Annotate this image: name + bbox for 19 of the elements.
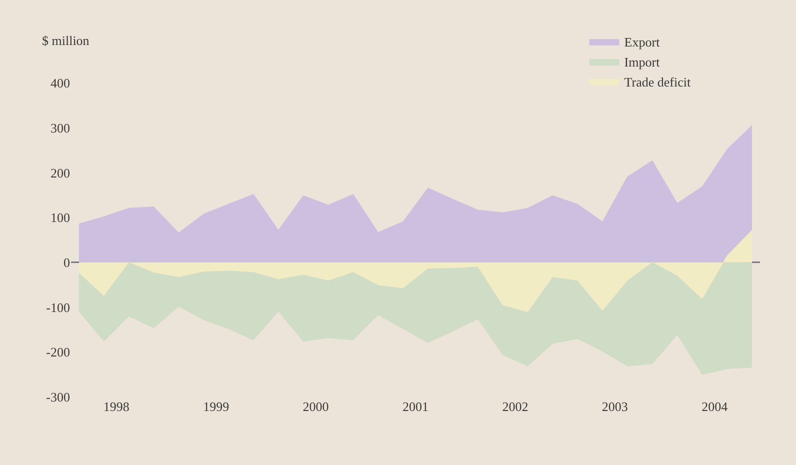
legend-label: Import [624, 54, 660, 70]
x-tick-label: 2001 [402, 399, 428, 414]
y-tick-label: 200 [50, 165, 70, 180]
y-tick-label: 400 [50, 76, 70, 91]
legend-label: Export [624, 34, 660, 50]
y-tick-label: 300 [50, 120, 70, 136]
y-tick-label: 0 [64, 254, 70, 270]
x-tick-label: 1998 [103, 399, 130, 414]
x-tick-label: 1999 [203, 399, 230, 414]
x-tick-label: 2002 [502, 399, 528, 414]
y-tick-label: -300 [46, 390, 70, 405]
y-tick-label: -200 [46, 344, 70, 360]
x-tick-label: 2004 [702, 399, 728, 414]
y-axis-title: $ million [42, 33, 90, 48]
x-tick-label: 2003 [602, 399, 628, 414]
legend-label: Trade deficit [624, 74, 691, 90]
y-tick-label: 100 [50, 210, 70, 226]
y-tick-label: -100 [46, 300, 70, 315]
x-tick-label: 2000 [302, 399, 329, 414]
